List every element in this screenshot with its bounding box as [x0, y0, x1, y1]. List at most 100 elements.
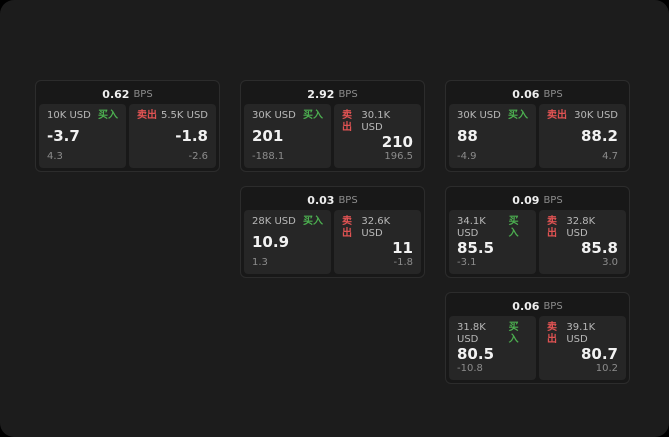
buy-label: 买入 — [98, 110, 118, 121]
bps-value: 0.06 — [512, 299, 540, 313]
buy-panel-top: 30K USD 买入 — [457, 110, 528, 122]
sell-price: 88.2 — [580, 127, 618, 145]
sell-amount: 5.5K USD — [160, 110, 208, 121]
sell-label: 卖出 — [547, 216, 557, 239]
buy-panel[interactable]: 30K USD 买入 88 -4.9 — [449, 104, 536, 168]
buy-delta: 4.3 — [47, 151, 63, 162]
bps-header: 0.62 BPS — [39, 84, 216, 104]
sell-amount: 39.1K USD — [566, 322, 596, 345]
quote-card: 0.06 BPS 30K USD 买入 88 -4.9 卖出 30K USD — [445, 80, 630, 172]
buy-delta: -10.8 — [457, 363, 483, 374]
buy-price: 10.9 — [252, 233, 290, 251]
panels: 30K USD 买入 201 -188.1 卖出 30.1K USD 210 1… — [244, 104, 421, 168]
bps-value: 0.06 — [512, 87, 540, 101]
quote-card-grid: 0.62 BPS 10K USD 买入 -3.7 4.3 卖出 5.5K USD — [35, 80, 630, 384]
bps-value: 2.92 — [307, 87, 335, 101]
buy-price: 80.5 — [457, 345, 495, 363]
sell-price: 80.7 — [580, 345, 618, 363]
buy-price: 88 — [457, 127, 478, 145]
sell-panel[interactable]: 卖出 30K USD 88.2 4.7 — [539, 104, 626, 168]
buy-panel[interactable]: 10K USD 买入 -3.7 4.3 — [39, 104, 126, 168]
buy-label: 买入 — [508, 110, 528, 121]
sell-amount: 30.1K USD — [361, 110, 391, 133]
sell-panel[interactable]: 卖出 32.6K USD 11 -1.8 — [334, 210, 421, 274]
buy-price: 85.5 — [457, 239, 495, 257]
sell-panel-top: 卖出 30K USD — [547, 110, 618, 122]
sell-panel-top: 卖出 39.1K USD — [547, 322, 618, 346]
bps-header: 2.92 BPS — [244, 84, 421, 104]
sell-price: 85.8 — [580, 239, 618, 257]
sell-panel-top: 卖出 32.6K USD — [342, 216, 413, 240]
buy-price: 201 — [252, 127, 284, 145]
sell-panel-top: 卖出 32.8K USD — [547, 216, 618, 240]
sell-price: 210 — [381, 133, 413, 151]
buy-label: 买入 — [303, 216, 323, 227]
buy-amount: 31.8K USD — [457, 322, 486, 345]
buy-label: 买入 — [508, 216, 519, 239]
buy-panel-top: 34.1K USD 买入 — [457, 216, 528, 240]
bps-header: 0.06 BPS — [449, 84, 626, 104]
sell-delta: -1.8 — [393, 257, 413, 268]
buy-price: -3.7 — [47, 127, 80, 145]
sell-label: 卖出 — [342, 110, 352, 133]
bps-unit: BPS — [543, 300, 563, 312]
sell-delta: 3.0 — [602, 257, 618, 268]
sell-delta: -2.6 — [188, 151, 208, 162]
panels: 31.8K USD 买入 80.5 -10.8 卖出 39.1K USD 80.… — [449, 316, 626, 380]
sell-panel[interactable]: 卖出 39.1K USD 80.7 10.2 — [539, 316, 626, 380]
bps-value: 0.62 — [102, 87, 130, 101]
quote-card: 0.09 BPS 34.1K USD 买入 85.5 -3.1 卖出 32.8K… — [445, 186, 630, 278]
sell-label: 卖出 — [137, 110, 157, 121]
sell-price: 11 — [392, 239, 413, 257]
buy-amount: 28K USD — [252, 216, 296, 227]
bps-unit: BPS — [543, 88, 563, 100]
sell-label: 卖出 — [342, 216, 352, 239]
sell-delta: 196.5 — [384, 151, 413, 162]
sell-panel-top: 卖出 30.1K USD — [342, 110, 413, 134]
quote-card: 2.92 BPS 30K USD 买入 201 -188.1 卖出 30.1K … — [240, 80, 425, 172]
bps-unit: BPS — [543, 194, 563, 206]
bps-unit: BPS — [338, 88, 358, 100]
bps-value: 0.03 — [307, 193, 335, 207]
buy-delta: -3.1 — [457, 257, 477, 268]
quote-card: 0.06 BPS 31.8K USD 买入 80.5 -10.8 卖出 39.1… — [445, 292, 630, 384]
panels: 30K USD 买入 88 -4.9 卖出 30K USD 88.2 4.7 — [449, 104, 626, 168]
buy-panel-top: 10K USD 买入 — [47, 110, 118, 122]
bps-unit: BPS — [133, 88, 153, 100]
sell-amount: 30K USD — [574, 110, 618, 121]
sell-panel[interactable]: 卖出 30.1K USD 210 196.5 — [334, 104, 421, 168]
quote-card: 0.03 BPS 28K USD 买入 10.9 1.3 卖出 32.6K US… — [240, 186, 425, 278]
bps-value: 0.09 — [512, 193, 540, 207]
buy-delta: 1.3 — [252, 257, 268, 268]
sell-delta: 4.7 — [602, 151, 618, 162]
sell-delta: 10.2 — [595, 363, 618, 374]
panels: 34.1K USD 买入 85.5 -3.1 卖出 32.8K USD 85.8… — [449, 210, 626, 274]
buy-panel[interactable]: 30K USD 买入 201 -188.1 — [244, 104, 331, 168]
buy-panel[interactable]: 34.1K USD 买入 85.5 -3.1 — [449, 210, 536, 274]
bps-header: 0.09 BPS — [449, 190, 626, 210]
bps-header: 0.03 BPS — [244, 190, 421, 210]
buy-amount: 10K USD — [47, 110, 91, 121]
bps-header: 0.06 BPS — [449, 296, 626, 316]
sell-panel[interactable]: 卖出 5.5K USD -1.8 -2.6 — [129, 104, 216, 168]
buy-label: 买入 — [508, 322, 519, 345]
buy-panel-top: 30K USD 买入 — [252, 110, 323, 122]
buy-delta: -4.9 — [457, 151, 477, 162]
sell-amount: 32.6K USD — [361, 216, 391, 239]
buy-amount: 30K USD — [457, 110, 501, 121]
sell-amount: 32.8K USD — [566, 216, 596, 239]
buy-panel[interactable]: 31.8K USD 买入 80.5 -10.8 — [449, 316, 536, 380]
buy-amount: 30K USD — [252, 110, 296, 121]
sell-price: -1.8 — [175, 127, 208, 145]
quote-card: 0.62 BPS 10K USD 买入 -3.7 4.3 卖出 5.5K USD — [35, 80, 220, 172]
buy-panel-top: 31.8K USD 买入 — [457, 322, 528, 346]
buy-amount: 34.1K USD — [457, 216, 486, 239]
sell-label: 卖出 — [547, 322, 557, 345]
buy-panel[interactable]: 28K USD 买入 10.9 1.3 — [244, 210, 331, 274]
panels: 10K USD 买入 -3.7 4.3 卖出 5.5K USD -1.8 -2.… — [39, 104, 216, 168]
bps-unit: BPS — [338, 194, 358, 206]
sell-panel[interactable]: 卖出 32.8K USD 85.8 3.0 — [539, 210, 626, 274]
sell-label: 卖出 — [547, 110, 567, 121]
panels: 28K USD 买入 10.9 1.3 卖出 32.6K USD 11 -1.8 — [244, 210, 421, 274]
